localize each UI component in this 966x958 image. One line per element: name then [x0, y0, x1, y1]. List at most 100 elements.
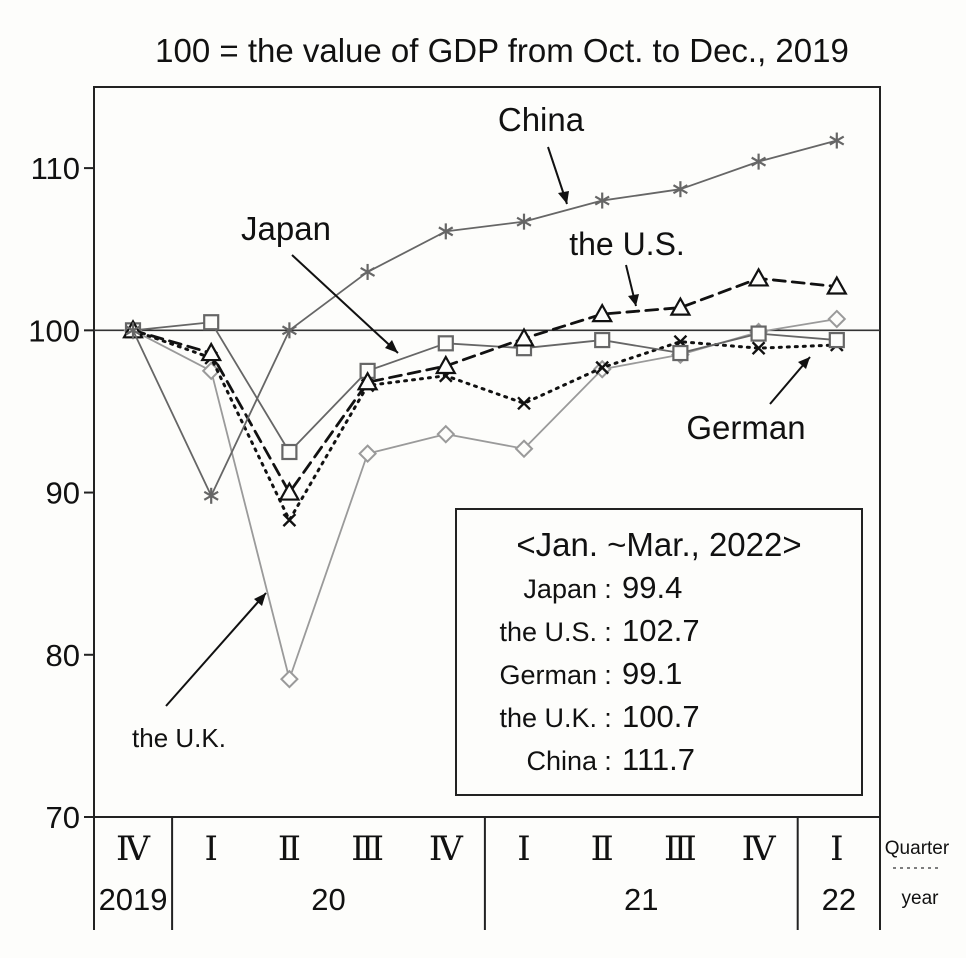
series-line-japan [132, 321, 838, 453]
x-tick-quarter: Ⅰ [204, 831, 217, 868]
x-axis: Ⅳ Ⅰ Ⅱ Ⅲ Ⅳ Ⅰ Ⅱ Ⅲ Ⅳ Ⅰ 2019 20 21 22 [99, 817, 856, 930]
data-point [591, 302, 614, 323]
x-tick-quarter: Ⅱ [278, 831, 301, 868]
data-point [281, 322, 297, 339]
series-line-china [132, 139, 838, 497]
data-point [825, 275, 848, 295]
x-tick-year: 22 [822, 882, 856, 917]
summary-row-name: Japan [523, 574, 597, 604]
summary-row-name: the U.K. [499, 703, 597, 733]
data-point [750, 325, 767, 342]
data-point [436, 424, 456, 444]
x-tick-quarter: Ⅳ [742, 831, 777, 868]
x-tick-year: 20 [311, 882, 345, 917]
arrowhead-china [558, 191, 569, 204]
summary-row: German:99.1 [499, 656, 682, 691]
summary-row-name: China [526, 746, 598, 776]
summary-row-value: 100.7 [622, 699, 700, 734]
annotation-german: German [686, 356, 811, 446]
summary-row: Japan:99.4 [523, 570, 682, 605]
y-tick-label: 80 [46, 638, 80, 673]
summary-row: China:111.7 [526, 742, 695, 777]
summary-box-frame [455, 508, 863, 796]
y-tick-label: 70 [46, 800, 80, 835]
y-tick-label: 90 [46, 476, 80, 511]
summary-row-value: 99.4 [622, 570, 682, 605]
data-point [438, 223, 454, 240]
y-axis: 70 80 90 100 110 [28, 151, 94, 835]
data-point [437, 335, 454, 352]
data-point [829, 132, 845, 149]
arrowhead-japan [385, 340, 398, 353]
label-uk: the U.K. [132, 723, 226, 753]
data-point [594, 192, 610, 209]
annotation-china: China [498, 101, 585, 205]
summary-row-value: 111.7 [622, 742, 695, 777]
summary-row-colon: : [604, 703, 612, 733]
annotation-us: the U.S. [569, 226, 685, 307]
x-tick-year: 2019 [99, 882, 168, 917]
annotation-uk: the U.K. [132, 592, 267, 753]
data-point [278, 481, 301, 501]
data-point [672, 344, 689, 362]
x-label-year: year [902, 888, 940, 909]
summary-row-colon: : [604, 660, 612, 690]
data-point [669, 296, 692, 316]
plot-frame [93, 86, 881, 818]
summary-row-colon: : [604, 746, 612, 776]
series-china [125, 132, 845, 504]
summary-row-name: the U.S. [499, 617, 597, 647]
arrowhead-us [628, 294, 639, 306]
data-point [281, 443, 298, 461]
label-us: the U.S. [569, 226, 685, 262]
x-tick-year: 21 [624, 882, 658, 917]
arrow-uk [165, 592, 267, 707]
data-point [203, 487, 219, 504]
summary-row-value: 102.7 [622, 613, 700, 648]
summary-row: the U.S.:102.7 [499, 613, 699, 648]
x-tick-quarter: Ⅱ [591, 831, 614, 868]
y-tick-label: 100 [28, 313, 80, 348]
x-tick-quarter: Ⅲ [351, 831, 384, 868]
label-german: German [686, 409, 805, 446]
data-point [360, 263, 376, 280]
x-label-quarter: Quarter [885, 838, 950, 859]
data-point [513, 327, 535, 347]
summary-row-colon: : [604, 617, 612, 647]
data-point [125, 322, 141, 339]
data-point [672, 181, 688, 198]
data-point [514, 439, 534, 459]
series-line-german [131, 328, 839, 522]
data-point [827, 309, 847, 329]
data-point [595, 360, 610, 375]
series-the-u-s [122, 267, 848, 501]
data-point [751, 153, 767, 170]
label-japan: Japan [241, 210, 331, 247]
data-point [200, 341, 223, 362]
x-tick-quarter: Ⅲ [664, 831, 697, 868]
summary-heading: <Jan. ~Mar., 2022> [516, 526, 801, 563]
x-tick-quarter: Ⅰ [517, 831, 530, 868]
data-point [751, 341, 766, 356]
label-china: China [498, 101, 585, 138]
series-layer [122, 132, 848, 689]
data-point [358, 444, 378, 464]
arrowhead-german [798, 357, 810, 369]
series-line-the-u-s [131, 277, 839, 494]
arrowhead-uk [254, 593, 266, 606]
data-point [203, 314, 220, 331]
arrow-japan [291, 254, 399, 354]
x-tick-quarter: Ⅳ [429, 831, 464, 868]
data-point [282, 513, 297, 527]
summary-row-colon: : [604, 574, 612, 604]
summary-row-name: German [499, 660, 597, 690]
data-point [828, 331, 845, 349]
summary-row-value: 99.1 [622, 656, 682, 691]
data-point [747, 267, 770, 287]
data-point [279, 669, 299, 689]
y-tick-label: 110 [31, 151, 80, 186]
summary-row: the U.K.:100.7 [499, 699, 699, 734]
data-point [434, 354, 457, 375]
